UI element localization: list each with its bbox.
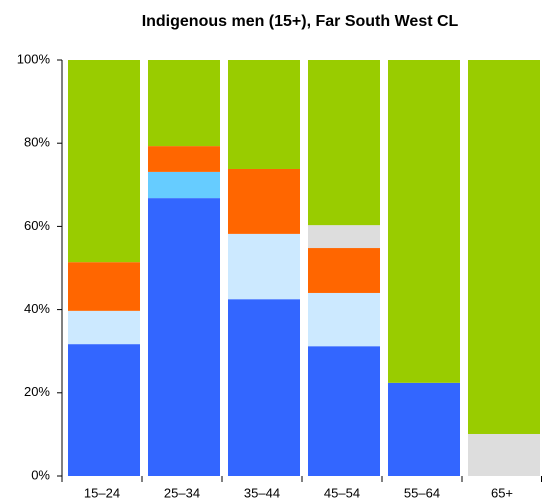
chart-title: Indigenous men (15+), Far South West CL [142, 13, 459, 30]
x-tick-label: 65+ [491, 485, 513, 500]
bar-segment [388, 60, 460, 383]
bar-segment [148, 198, 220, 476]
x-tick-label: 15–24 [84, 485, 120, 500]
y-tick-label: 20% [24, 384, 50, 399]
bar-segment [468, 433, 540, 476]
bar-segment [228, 168, 300, 234]
bar-segment [308, 60, 380, 226]
bar-segment [308, 248, 380, 293]
bar-segment [68, 344, 140, 476]
bar-segment [468, 60, 540, 434]
bar-segment [68, 60, 140, 263]
bar-segment [148, 60, 220, 147]
bar-segment [308, 225, 380, 249]
bar-segment [68, 262, 140, 311]
x-tick-label: 25–34 [164, 485, 200, 500]
bar-segment [228, 299, 300, 476]
x-tick-label: 45–54 [324, 485, 360, 500]
bar-segment [148, 171, 220, 199]
x-tick-label: 55–64 [404, 485, 440, 500]
y-tick-label: 80% [24, 135, 50, 150]
bar-segment [308, 292, 380, 347]
x-tick-label: 35–44 [244, 485, 280, 500]
bar-segment [308, 346, 380, 476]
bar-segment [388, 382, 460, 476]
y-tick-label: 60% [24, 218, 50, 233]
y-tick-label: 100% [17, 51, 51, 66]
bar-segment [68, 310, 140, 345]
bar-segment [148, 146, 220, 172]
bar-segment [228, 233, 300, 300]
bar-segment [228, 60, 300, 169]
y-tick-label: 40% [24, 301, 50, 316]
y-tick-label: 0% [31, 467, 50, 482]
